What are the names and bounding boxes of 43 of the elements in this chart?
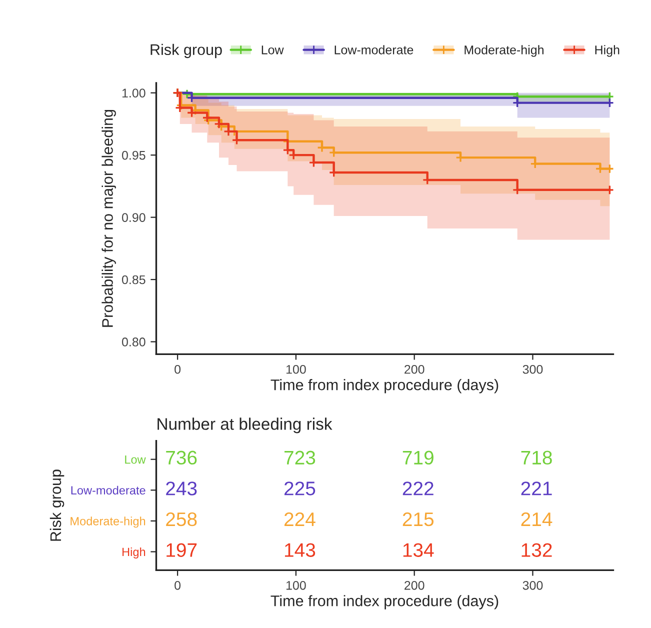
data-label: 221	[521, 482, 552, 496]
data-label: 132	[522, 543, 552, 557]
data-label: 134	[403, 543, 434, 557]
y-tick-label: Low	[125, 455, 146, 464]
y-tick-label: Moderate-high	[70, 516, 146, 528]
data-label: 224	[284, 512, 316, 526]
y-axis-title: Risk group	[50, 470, 64, 541]
data-label: 197	[166, 543, 197, 557]
x-tick-label: 200	[404, 580, 424, 590]
legend-title: Risk group	[150, 44, 222, 58]
data-label: 723	[284, 450, 316, 465]
data-label: 225	[284, 482, 316, 496]
data-label: 143	[284, 543, 316, 557]
legend-label: Low	[262, 46, 284, 54]
data-label: 215	[402, 512, 434, 526]
x-tick-label: 100	[286, 364, 306, 374]
data-label: 736	[166, 450, 197, 465]
x-tick-label: 100	[286, 580, 306, 590]
x-tick-label: 200	[404, 364, 424, 374]
legend-label: Moderate-high	[464, 45, 544, 57]
y-axis-title: Probability for no major bleeding	[102, 110, 116, 327]
legend-label: High	[595, 45, 620, 57]
y-tick-label: 0.90	[122, 213, 146, 222]
data-label: 718	[521, 450, 552, 465]
data-label: 222	[402, 482, 434, 496]
y-tick-label: High	[122, 547, 146, 558]
data-label: 719	[402, 450, 434, 465]
y-tick-label: Low-moderate	[71, 486, 146, 495]
y-tick-label: 0.95	[122, 150, 146, 160]
legend-label: Low-moderate	[334, 45, 414, 54]
x-tick-label: 0	[174, 364, 181, 374]
x-axis-title: Time from index procedure (days)	[270, 379, 498, 394]
y-tick-label: 1.00	[122, 88, 146, 98]
data-label: 243	[166, 482, 197, 496]
x-axis-title: Time from index procedure (days)	[270, 595, 498, 610]
x-tick-label: 0	[174, 580, 181, 590]
data-label: 214	[521, 512, 552, 526]
y-tick-label: 0.80	[122, 338, 146, 346]
data-label: 258	[166, 512, 197, 526]
y-tick-label: 0.85	[122, 275, 146, 284]
x-tick-label: 300	[522, 580, 543, 590]
chart-title: Number at bleeding risk	[158, 418, 332, 434]
x-tick-label: 300	[522, 364, 543, 374]
